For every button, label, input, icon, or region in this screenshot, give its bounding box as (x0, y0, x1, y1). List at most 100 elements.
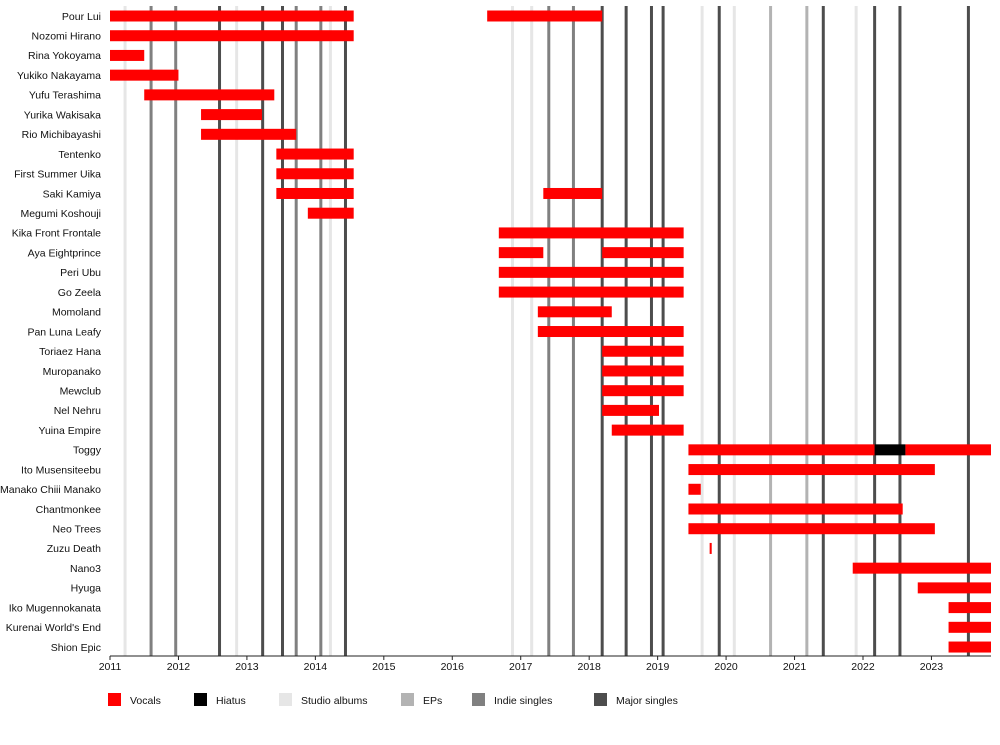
bar-kika-front-frontale-0 (498, 227, 684, 239)
legend-label-hiatus: Hiatus (216, 695, 246, 707)
legend-swatch-hiatus (194, 693, 207, 706)
legend-label-indie-singles: Indie singles (494, 695, 552, 707)
bar-pour-lui-1 (487, 10, 603, 22)
x-tick-label-2014: 2014 (304, 661, 328, 673)
member-label-rio-michibayashi: Rio Michibayashi (22, 129, 101, 141)
x-tick-label-2021: 2021 (783, 661, 807, 673)
bar-nel-nehru-0 (602, 404, 659, 416)
x-tick-label-2019: 2019 (646, 661, 670, 673)
member-label-toriaez-hana: Toriaez Hana (39, 346, 101, 358)
member-label-yukiko-nakayama: Yukiko Nakayama (17, 70, 101, 82)
x-tick-label-2016: 2016 (441, 661, 465, 673)
bar-first-summer-uika-0 (276, 168, 354, 180)
member-label-yuina-empire: Yuina Empire (39, 425, 102, 437)
legend-swatch-major-singles (594, 693, 607, 706)
member-bars (110, 10, 991, 653)
member-label-peri-ubu: Peri Ubu (60, 267, 101, 279)
x-tick-label-2022: 2022 (851, 661, 875, 673)
bar-peri-ubu-0 (498, 266, 684, 278)
x-tick-label-2017: 2017 (509, 661, 533, 673)
member-label-kika-front-frontale: Kika Front Frontale (12, 228, 101, 240)
bar-tentenko-0 (276, 148, 354, 160)
bar-go-zeela-0 (498, 286, 684, 298)
legend-label-eps: EPs (423, 695, 442, 707)
bar-rina-yokoyama-0 (110, 49, 145, 61)
bar-nozomi-hirano-0 (110, 30, 354, 42)
member-label-megumi-koshouji: Megumi Koshouji (20, 208, 101, 220)
bar-zuzu-death-0 (709, 542, 712, 554)
x-tick-label-2018: 2018 (577, 661, 601, 673)
bar-rio-michibayashi-0 (201, 128, 297, 140)
bar-yufu-terashima-0 (144, 89, 275, 101)
bar-toggy-2 (905, 444, 991, 456)
member-label-iko-mugennokanata: Iko Mugennokanata (9, 602, 101, 614)
member-label-tentenko: Tentenko (58, 149, 101, 161)
member-labels: Pour Lui Nozomi Hirano Rina Yokoyama Yukiko… (0, 11, 102, 654)
bar-aya-eightprince-1 (602, 247, 684, 259)
member-label-nel-nehru: Nel Nehru (54, 405, 101, 417)
legend-swatch-studio-albums (279, 693, 292, 706)
member-label-saki-kamiya: Saki Kamiya (43, 188, 102, 200)
bar-chantmonkee-0 (688, 503, 903, 515)
legend-label-vocals: Vocals (130, 695, 161, 707)
member-label-momoland: Momoland (52, 307, 101, 319)
member-label-pan-luna-leafy: Pan Luna Leafy (27, 326, 101, 338)
x-tick-label-2023: 2023 (920, 661, 944, 673)
bar-momoland-0 (537, 306, 612, 318)
x-tick-label-2015: 2015 (372, 661, 396, 673)
bar-manako-chiii-manako-0 (688, 483, 701, 495)
member-label-chantmonkee: Chantmonkee (36, 504, 102, 516)
bar-yuina-empire-0 (611, 424, 684, 436)
member-label-nozomi-hirano: Nozomi Hirano (32, 31, 102, 43)
x-tick-label-2013: 2013 (235, 661, 259, 673)
legend-label-major-singles: Major singles (616, 695, 678, 707)
bar-neo-trees-0 (688, 523, 935, 535)
member-label-mewclub: Mewclub (60, 385, 102, 397)
bar-toggy-0 (688, 444, 875, 456)
legend-swatch-vocals (108, 693, 121, 706)
bar-aya-eightprince-0 (498, 247, 544, 259)
bar-mewclub-0 (602, 385, 684, 397)
member-label-hyuga: Hyuga (71, 583, 102, 595)
member-label-ito-musensiteebu: Ito Musensiteebu (21, 464, 101, 476)
member-label-muropanako: Muropanako (43, 366, 102, 378)
bar-hyuga-0 (917, 582, 991, 594)
bar-yurika-wakisaka-0 (201, 109, 262, 121)
bar-muropanako-0 (602, 365, 684, 377)
release-lines (123, 6, 970, 656)
member-label-rina-yokoyama: Rina Yokoyama (28, 50, 101, 62)
member-label-manako-chiii-manako: Manako Chiii Manako (0, 484, 101, 496)
bar-saki-kamiya-1 (543, 187, 603, 199)
bar-saki-kamiya-0 (276, 187, 354, 199)
bar-pan-luna-leafy-0 (537, 326, 684, 338)
bar-iko-mugennokanata-0 (948, 602, 991, 614)
x-axis: 2011 2012 2013 2014 2015 2016 2017 2018 2019 2020… (99, 655, 991, 673)
member-label-nano3: Nano3 (70, 563, 101, 575)
bar-toriaez-hana-0 (602, 345, 684, 357)
bar-ito-musensiteebu-0 (688, 464, 935, 476)
legend: Vocals Hiatus Studio albums EPs Indie single… (108, 693, 678, 707)
bar-nano3-0 (852, 562, 991, 574)
bar-yukiko-nakayama-0 (110, 69, 179, 81)
x-tick-label-2012: 2012 (167, 661, 191, 673)
member-label-kurenai-world-s-end: Kurenai World's End (6, 622, 101, 634)
x-tick-label-2011: 2011 (99, 661, 122, 673)
member-label-go-zeela: Go Zeela (58, 287, 101, 299)
member-label-aya-eightprince: Aya Eightprince (28, 247, 102, 259)
bar-megumi-koshouji-0 (307, 207, 354, 219)
bar-shion-epic-0 (948, 641, 991, 653)
legend-label-studio-albums: Studio albums (301, 695, 368, 707)
bar-kurenai-world-s-end-0 (948, 621, 991, 633)
member-label-yufu-terashima: Yufu Terashima (29, 90, 101, 102)
member-label-neo-trees: Neo Trees (53, 524, 101, 536)
x-tick-label-2020: 2020 (714, 661, 738, 673)
member-label-yurika-wakisaka: Yurika Wakisaka (24, 109, 101, 121)
legend-swatch-indie-singles (472, 693, 485, 706)
member-label-zuzu-death: Zuzu Death (47, 543, 101, 555)
member-label-first-summer-uika: First Summer Uika (14, 169, 101, 181)
member-label-pour-lui: Pour Lui (62, 11, 101, 23)
member-label-toggy: Toggy (73, 445, 102, 457)
bar-pour-lui-0 (110, 10, 354, 22)
member-label-shion-epic: Shion Epic (51, 642, 101, 654)
